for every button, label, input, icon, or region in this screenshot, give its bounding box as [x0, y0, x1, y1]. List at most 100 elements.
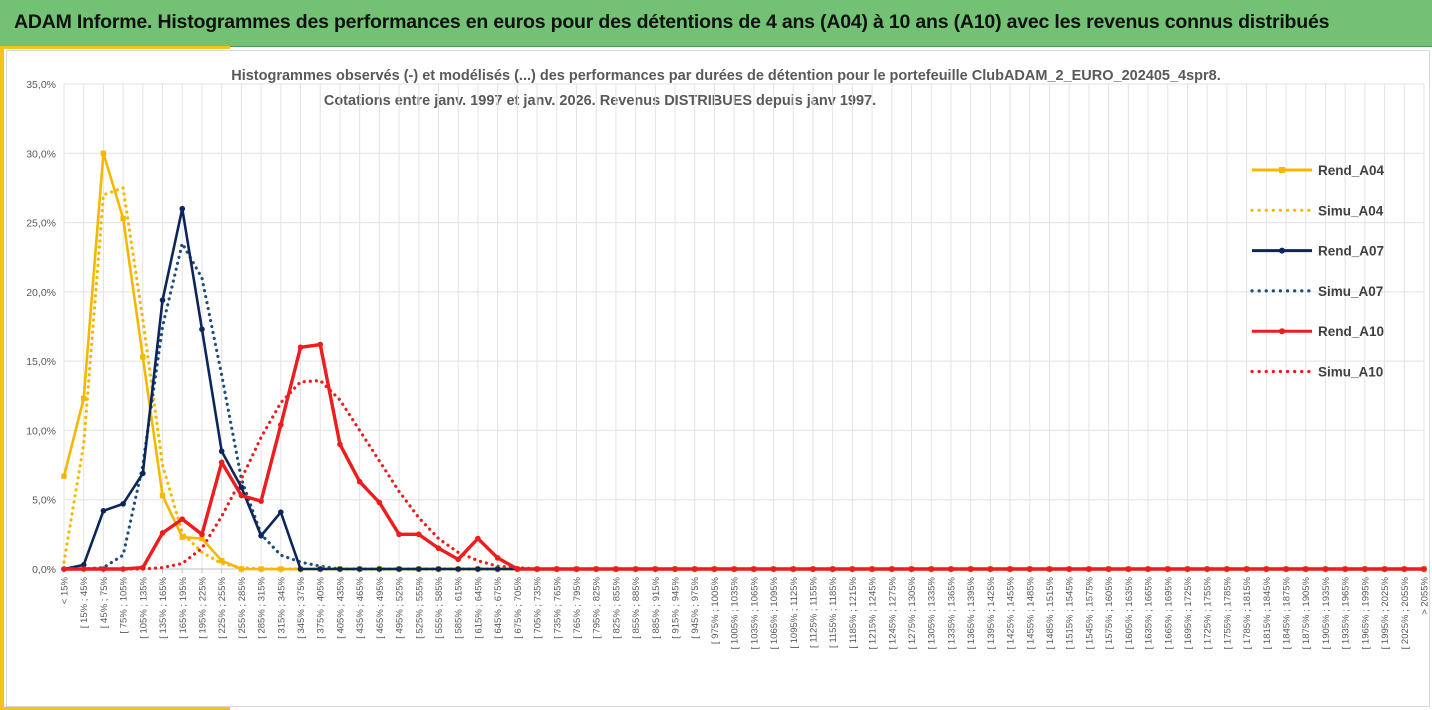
- point-rend-a10: [908, 566, 915, 572]
- x-tick-label: [ 1695% ; 1725%: [1183, 576, 1194, 649]
- point-rend-a10: [1401, 566, 1408, 572]
- point-rend-a04: [179, 534, 185, 540]
- x-tick-label: [ 1305% ; 1335%: [927, 576, 938, 649]
- accent-frame-bottom: [0, 707, 230, 710]
- point-rend-a10: [1263, 566, 1270, 572]
- x-tick-label: [ 1185% ; 1215%: [848, 576, 859, 648]
- x-tick-label: [ 1905% ; 1935%: [1321, 576, 1332, 649]
- legend-marker-rend-a07: [1279, 247, 1285, 254]
- x-tick-label: [ 645% ; 675%: [493, 576, 504, 638]
- point-rend-a10: [849, 566, 856, 572]
- x-tick-label: [ 1065% ; 1095%: [769, 576, 780, 649]
- point-rend-a10: [613, 566, 619, 572]
- y-tick-label: 25,0%: [26, 218, 56, 230]
- x-tick-label: [ 495% ; 525%: [395, 576, 406, 638]
- x-tick-label: [ 405% ; 435%: [335, 576, 346, 638]
- point-rend-a07: [278, 509, 284, 515]
- x-tick-label: [ 975% ; 1005%: [710, 576, 721, 644]
- point-rend-a10: [1302, 566, 1309, 572]
- point-rend-a07: [199, 326, 205, 333]
- x-tick-label: [ 345% ; 375%: [296, 576, 307, 638]
- x-tick-label: [ 195% ; 225%: [197, 576, 208, 638]
- point-rend-a04: [61, 473, 67, 479]
- x-tick-label: [ 1635% ; 1665%: [1144, 576, 1155, 649]
- x-tick-label: [ 435% ; 465%: [355, 576, 366, 638]
- x-tick-label: [ 1335% ; 1365%: [946, 576, 957, 649]
- point-rend-a07: [159, 297, 166, 303]
- x-tick-label: [ 1485% ; 1515%: [1045, 576, 1056, 649]
- x-tick-label: [ 795% ; 825%: [592, 576, 603, 638]
- x-tick-label: [ 1965% ; 1995%: [1360, 576, 1371, 649]
- point-rend-a04: [238, 566, 245, 572]
- point-rend-a10: [928, 566, 935, 572]
- point-rend-a10: [790, 566, 797, 572]
- x-tick-label: [ 555% ; 585%: [434, 576, 445, 638]
- x-tick-label: [ 1935% ; 1965%: [1341, 576, 1352, 649]
- point-rend-a07: [80, 562, 87, 568]
- point-rend-a10: [810, 566, 816, 572]
- y-tick-label: 10,0%: [26, 425, 56, 437]
- point-rend-a10: [948, 566, 954, 572]
- point-rend-a10: [415, 531, 422, 538]
- point-rend-a07: [218, 448, 225, 455]
- point-rend-a10: [869, 566, 875, 572]
- point-rend-a10: [199, 531, 205, 538]
- y-tick-label: 35,0%: [26, 79, 56, 91]
- x-tick-label: [ 1665% ; 1695%: [1163, 576, 1174, 649]
- x-tick-label: [ 1215% ; 1245%: [868, 576, 879, 649]
- y-tick-label: 20,0%: [26, 287, 56, 299]
- x-tick-label: [ 255% ; 285%: [237, 576, 248, 638]
- point-rend-a07: [100, 508, 107, 514]
- point-rend-a10: [1086, 566, 1092, 572]
- x-tick-label: [ 1245% ; 1275%: [887, 576, 898, 649]
- x-tick-label: [ 915% ; 945%: [671, 576, 682, 638]
- x-tick-label: [ 2025% ; 2055%: [1400, 576, 1411, 649]
- point-rend-a04: [81, 395, 87, 402]
- x-tick-label: [ 75% ; 105%: [119, 576, 130, 633]
- point-rend-a10: [100, 566, 107, 572]
- point-rend-a10: [514, 566, 521, 572]
- page-title: ADAM Informe. Histogrammes des performan…: [14, 11, 1330, 33]
- legend-label-rend-a10: Rend_A10: [1318, 324, 1384, 339]
- point-rend-a10: [731, 566, 737, 572]
- x-tick-label: [ 135% ; 165%: [158, 576, 169, 638]
- point-rend-a10: [1421, 566, 1427, 572]
- legend-label-simu-a04: Simu_A04: [1318, 203, 1384, 218]
- legend-label-rend-a04: Rend_A04: [1318, 163, 1385, 178]
- point-rend-a10: [1362, 566, 1368, 572]
- x-tick-label: [ 1785% ; 1815%: [1242, 576, 1253, 649]
- x-tick-label: [ 1275% ; 1305%: [907, 576, 918, 649]
- point-rend-a10: [494, 555, 501, 561]
- point-rend-a07: [238, 484, 245, 491]
- point-rend-a04: [278, 566, 284, 572]
- point-rend-a10: [1322, 566, 1329, 572]
- point-rend-a10: [672, 566, 678, 572]
- x-tick-label: [ 285% ; 315%: [257, 576, 268, 638]
- point-rend-a10: [1105, 566, 1112, 572]
- x-tick-label: [ 465% ; 495%: [375, 576, 386, 638]
- point-rend-a04: [199, 535, 205, 542]
- x-tick-label: [ 525% ; 555%: [414, 576, 425, 638]
- point-rend-a10: [376, 499, 383, 506]
- x-tick-label: [ 1815% ; 1845%: [1262, 576, 1273, 649]
- point-rend-a10: [1381, 566, 1388, 572]
- legend-label-simu-a10: Simu_A10: [1318, 365, 1383, 380]
- x-tick-label: [ 1365% ; 1395%: [966, 576, 977, 649]
- x-tick-label: [ 1875% ; 1905%: [1301, 576, 1312, 649]
- point-rend-a10: [140, 564, 146, 571]
- point-rend-a04: [258, 566, 264, 572]
- point-rend-a10: [435, 545, 442, 552]
- x-tick-label: [ 1605% ; 1635%: [1124, 576, 1135, 649]
- point-rend-a07: [258, 532, 264, 539]
- x-axis: < 15% [ 15% ; 45% [ 45% ; 75% [ 75% ; 105% […: [60, 568, 1431, 649]
- point-rend-a07: [376, 566, 383, 572]
- point-rend-a10: [1026, 566, 1033, 572]
- x-tick-label: [ 945% ; 975%: [690, 576, 701, 638]
- y-axis: 0,0% 5,0% 10,0% 15,0% 20,0% 25,0% 30,0% 35,0%: [26, 79, 56, 576]
- point-rend-a10: [1145, 566, 1151, 572]
- point-rend-a10: [1224, 566, 1230, 572]
- x-tick-label: [ 1035% ; 1065%: [749, 576, 760, 649]
- x-tick-label: [ 765% ; 795%: [572, 576, 583, 638]
- point-rend-a10: [396, 531, 402, 538]
